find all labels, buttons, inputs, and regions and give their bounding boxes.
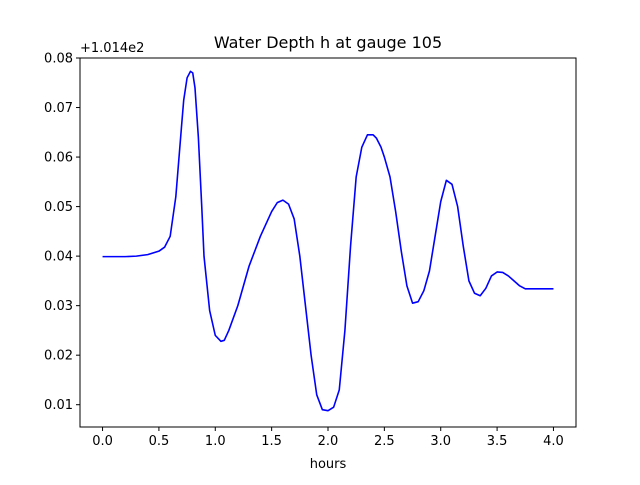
x-tick-label: 3.0 [430, 434, 451, 449]
y-tick-label: 0.05 [44, 200, 73, 215]
y-tick-label: 0.06 [44, 151, 73, 166]
plot-area: 0.0 0.5 1.0 1.5 2.0 2.5 3.0 3.5 4.0 0.01 0.02 0.03 0… [44, 52, 577, 449]
y-tick-label: 0.08 [44, 52, 73, 67]
y-tick-label: 0.01 [44, 398, 73, 413]
x-tick-label: 4.0 [543, 434, 564, 449]
x-tick-label: 2.0 [318, 434, 339, 449]
x-tick-label: 2.5 [374, 434, 395, 449]
x-tick-label: 0.5 [149, 434, 170, 449]
series-line-0 [102, 70, 554, 412]
x-tick-label: 3.5 [487, 434, 508, 449]
y-offset-label: +1.014e2 [80, 41, 144, 56]
y-tick-label: 0.04 [44, 250, 73, 265]
x-tick-label: 1.0 [205, 434, 226, 449]
y-tick-label: 0.03 [44, 299, 73, 314]
x-tick-label: 1.5 [261, 434, 282, 449]
chart-title: Water Depth h at gauge 105 [214, 33, 442, 52]
x-tick-label: 0.0 [92, 434, 113, 449]
y-tick-label: 0.07 [44, 101, 73, 116]
y-tick-label: 0.02 [44, 349, 73, 364]
x-axis-label: hours [310, 457, 347, 472]
plot-frame [79, 57, 577, 428]
